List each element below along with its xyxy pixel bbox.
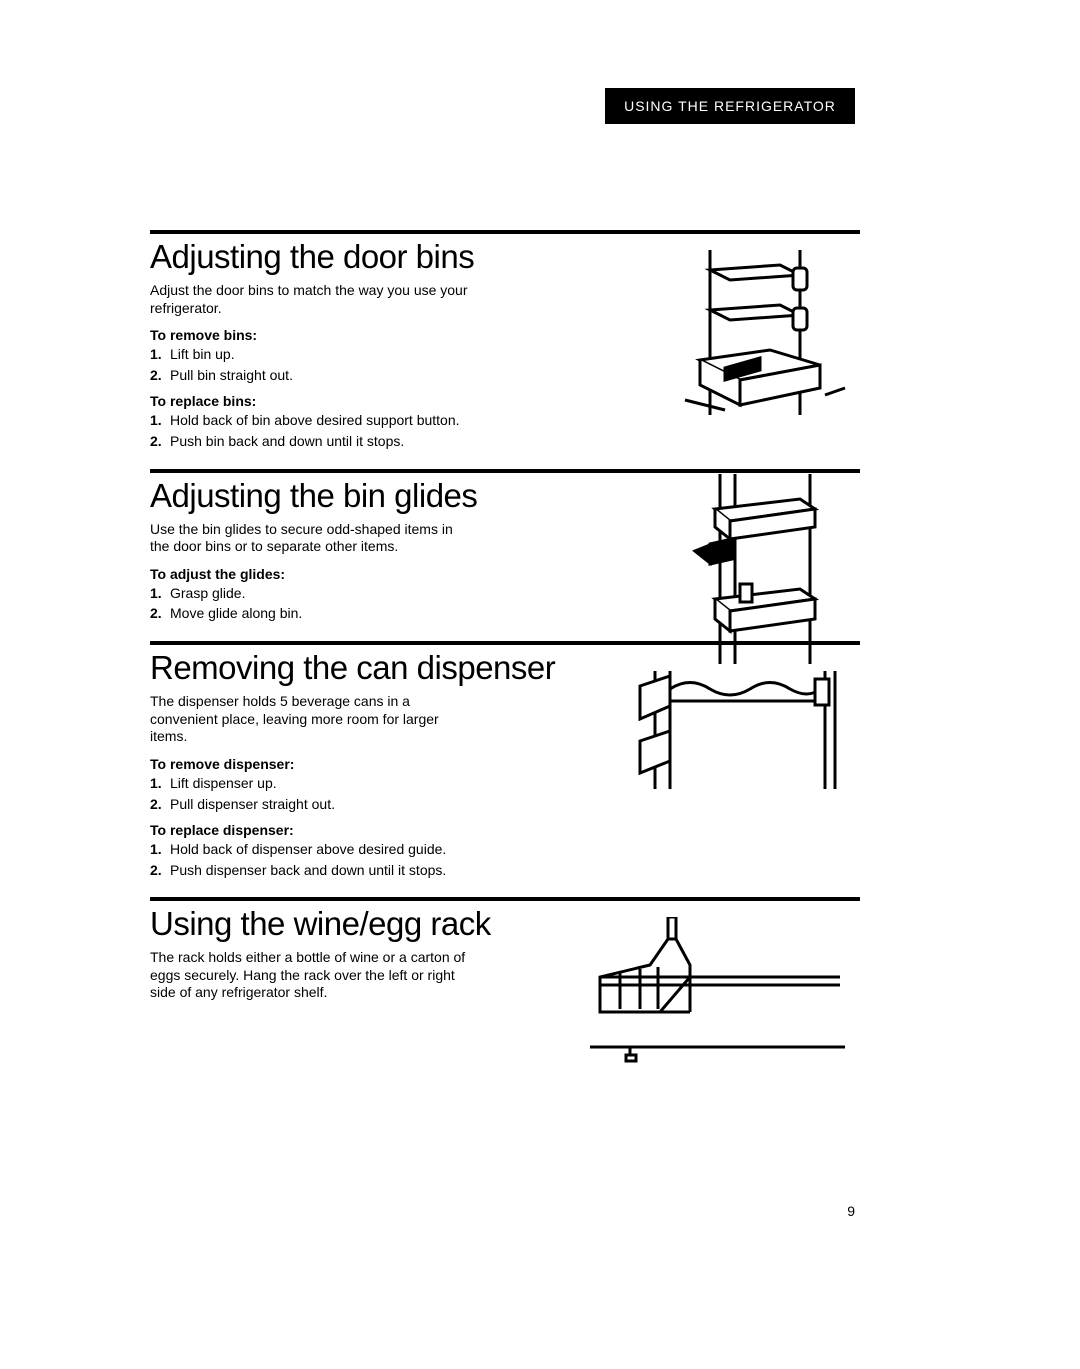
- list-text: Hold back of bin above desired support b…: [170, 412, 460, 428]
- page-content: Adjusting the door bins Adjust the door …: [150, 230, 860, 1020]
- can-dispenser-illustration: [620, 671, 850, 796]
- list-number: 2.: [150, 795, 162, 814]
- list-number: 1.: [150, 411, 162, 430]
- list-adjust-glides: 1. Grasp glide. 2. Move glide along bin.: [150, 584, 470, 624]
- text-column: Adjust the door bins to match the way yo…: [150, 282, 470, 451]
- text-column: The dispenser holds 5 beverage cans in a…: [150, 693, 470, 879]
- list-number: 1.: [150, 840, 162, 859]
- intro-text: The rack holds either a bottle of wine o…: [150, 949, 470, 1002]
- section-bin-glides: Adjusting the bin glides Use the bin gli…: [150, 469, 860, 624]
- list-item: 2. Push dispenser back and down until it …: [150, 861, 470, 880]
- intro-text: Use the bin glides to secure odd-shaped …: [150, 521, 470, 556]
- section-wine-egg-rack: Using the wine/egg rack The rack holds e…: [150, 897, 860, 1002]
- page-number: 9: [847, 1203, 855, 1219]
- list-text: Move glide along bin.: [170, 605, 302, 621]
- list-number: 2.: [150, 604, 162, 623]
- section-door-bins: Adjusting the door bins Adjust the door …: [150, 230, 860, 451]
- list-item: 1. Grasp glide.: [150, 584, 470, 603]
- subhead-adjust-glides: To adjust the glides:: [150, 566, 470, 582]
- list-text: Grasp glide.: [170, 585, 245, 601]
- subhead-remove-dispenser: To remove dispenser:: [150, 756, 470, 772]
- list-text: Push dispenser back and down until it st…: [170, 862, 446, 878]
- wine-egg-rack-illustration: [590, 917, 850, 1072]
- list-item: 1. Lift dispenser up.: [150, 774, 470, 793]
- list-item: 2. Pull bin straight out.: [150, 366, 470, 385]
- list-remove-bins: 1. Lift bin up. 2. Pull bin straight out.: [150, 345, 470, 385]
- section-header-bar: USING THE REFRIGERATOR: [605, 88, 855, 124]
- subhead-replace-dispenser: To replace dispenser:: [150, 822, 470, 838]
- section-header-text: USING THE REFRIGERATOR: [624, 98, 836, 114]
- text-column: The rack holds either a bottle of wine o…: [150, 949, 470, 1002]
- intro-text: Adjust the door bins to match the way yo…: [150, 282, 470, 317]
- list-text: Pull bin straight out.: [170, 367, 293, 383]
- door-bins-illustration: [670, 240, 850, 425]
- list-text: Lift dispenser up.: [170, 775, 277, 791]
- list-text: Push bin back and down until it stops.: [170, 433, 404, 449]
- list-number: 2.: [150, 861, 162, 880]
- divider: [150, 230, 860, 234]
- list-text: Pull dispenser straight out.: [170, 796, 335, 812]
- list-number: 1.: [150, 584, 162, 603]
- list-text: Lift bin up.: [170, 346, 235, 362]
- list-number: 2.: [150, 366, 162, 385]
- list-remove-dispenser: 1. Lift dispenser up. 2. Pull dispenser st…: [150, 774, 470, 814]
- text-column: Use the bin glides to secure odd-shaped …: [150, 521, 470, 624]
- list-replace-bins: 1. Hold back of bin above desired support…: [150, 411, 470, 451]
- list-item: 2. Move glide along bin.: [150, 604, 470, 623]
- list-item: 1. Lift bin up.: [150, 345, 470, 364]
- list-text: Hold back of dispenser above desired gui…: [170, 841, 446, 857]
- list-item: 1. Hold back of dispenser above desired g…: [150, 840, 470, 859]
- list-item: 1. Hold back of bin above desired support…: [150, 411, 470, 430]
- list-item: 2. Push bin back and down until it stops.: [150, 432, 470, 451]
- list-replace-dispenser: 1. Hold back of dispenser above desired g…: [150, 840, 470, 880]
- list-number: 2.: [150, 432, 162, 451]
- subhead-remove-bins: To remove bins:: [150, 327, 470, 343]
- list-number: 1.: [150, 345, 162, 364]
- list-number: 1.: [150, 774, 162, 793]
- list-item: 2. Pull dispenser straight out.: [150, 795, 470, 814]
- divider: [150, 641, 860, 645]
- divider: [150, 897, 860, 901]
- subhead-replace-bins: To replace bins:: [150, 393, 470, 409]
- intro-text: The dispenser holds 5 beverage cans in a…: [150, 693, 470, 746]
- section-can-dispenser: Removing the can dispenser The dispenser…: [150, 641, 860, 879]
